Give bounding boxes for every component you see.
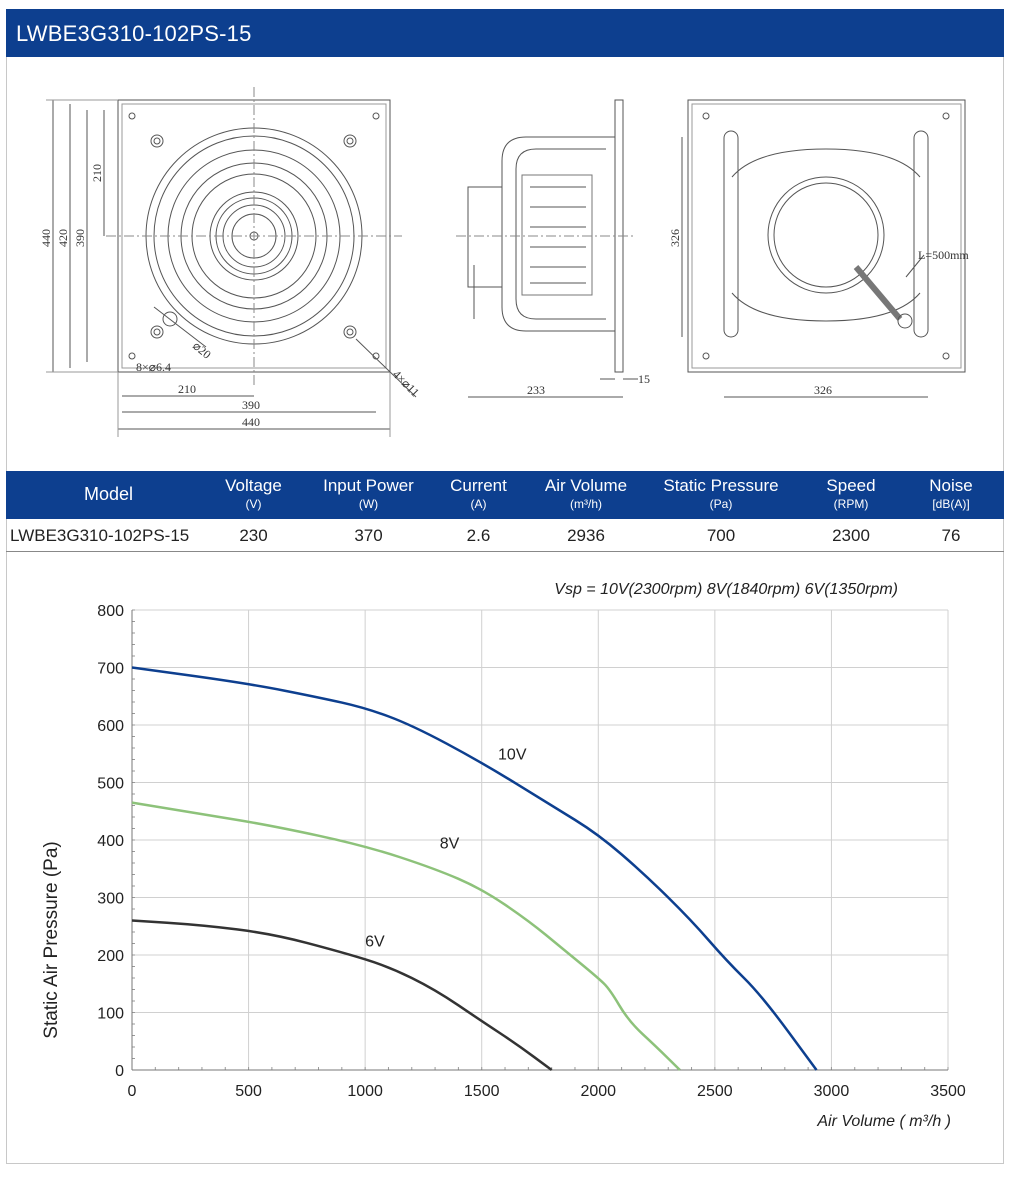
x-tick-label: 1000 bbox=[347, 1083, 383, 1100]
series-line-8V bbox=[131, 801, 681, 1071]
cell-static-pressure: 700 bbox=[706, 526, 736, 545]
col-input-power: Input Power (W) bbox=[323, 476, 414, 511]
dim-front-420-v: 420 bbox=[56, 229, 70, 247]
chart-title: Vsp = 10V(2300rpm) 8V(1840rpm) 6V(1350rp… bbox=[554, 581, 898, 598]
cell-current: 2.6 bbox=[466, 526, 491, 545]
cell-speed: 2300 bbox=[832, 526, 870, 545]
dim-side-233: 233 bbox=[527, 383, 545, 397]
model-title: LWBE3G310-102PS-15 bbox=[16, 21, 252, 46]
cell-input-power: 370 bbox=[354, 526, 383, 545]
x-tick-label: 0 bbox=[128, 1083, 137, 1100]
col-model: Model bbox=[83, 484, 134, 504]
y-tick-label: 800 bbox=[97, 603, 124, 620]
dim-front-d20: ⌀20 bbox=[190, 339, 214, 362]
series-label-10V: 10V bbox=[498, 747, 527, 764]
spec-table-header: Model Voltage (V) Input Power (W) Curren… bbox=[6, 471, 1004, 519]
col-speed: Speed (RPM) bbox=[826, 476, 876, 511]
x-tick-label: 3500 bbox=[930, 1083, 966, 1100]
dim-front-holes-8: 8×⌀6.4 bbox=[136, 360, 171, 374]
x-axis-label: Air Volume ( m³/h ) bbox=[816, 1113, 951, 1130]
cell-voltage: 230 bbox=[239, 526, 268, 545]
rear-view-drawing bbox=[681, 99, 966, 398]
dim-front-440-v: 440 bbox=[39, 229, 53, 247]
series-line-6V bbox=[131, 919, 553, 1072]
cell-model: LWBE3G310-102PS-15 bbox=[10, 526, 190, 545]
y-tick-label: 500 bbox=[97, 776, 124, 793]
series-line-10V bbox=[131, 666, 818, 1071]
col-voltage: Voltage (V) bbox=[225, 476, 282, 511]
dim-rear-326-h: 326 bbox=[814, 383, 832, 397]
col-air-volume: Air Volume (m³/h) bbox=[544, 476, 628, 511]
dim-rear-326-v: 326 bbox=[668, 229, 682, 247]
y-axis-label: Static Air Pressure (Pa) bbox=[41, 841, 62, 1038]
dim-front-390-v: 390 bbox=[73, 229, 87, 247]
y-tick-label: 700 bbox=[97, 661, 124, 678]
y-tick-label: 0 bbox=[115, 1063, 124, 1080]
title-bar: LWBE3G310-102PS-15 bbox=[6, 9, 1004, 57]
dim-front-210-h: 210 bbox=[178, 382, 196, 396]
x-tick-label: 500 bbox=[235, 1083, 262, 1100]
dim-rear-cable: L=500mm bbox=[918, 248, 969, 262]
series-label-6V: 6V bbox=[365, 933, 385, 950]
dim-front-390-h: 390 bbox=[242, 398, 260, 412]
performance-chart: Vsp = 10V(2300rpm) 8V(1840rpm) 6V(1350rp… bbox=[6, 560, 1004, 1160]
y-tick-label: 200 bbox=[97, 948, 124, 965]
x-tick-label: 3000 bbox=[814, 1083, 850, 1100]
technical-drawings: 440 420 390 210 8×⌀6.4 ⌀20 4×⌀11 210 390… bbox=[6, 57, 1004, 469]
y-tick-label: 300 bbox=[97, 891, 124, 908]
x-tick-label: 2500 bbox=[697, 1083, 733, 1100]
dim-front-440-h: 440 bbox=[242, 415, 260, 429]
dim-front-holes-4: 4×⌀11 bbox=[390, 367, 422, 399]
y-tick-label: 100 bbox=[97, 1006, 124, 1023]
col-current: Current (A) bbox=[450, 476, 507, 511]
dim-side-15: 15 bbox=[638, 372, 650, 386]
front-view-drawing bbox=[46, 87, 417, 437]
cell-noise: 76 bbox=[941, 526, 961, 545]
spec-table-row: LWBE3G310-102PS-15 230 370 2.6 2936 700 … bbox=[6, 520, 1004, 552]
series-label-8V: 8V bbox=[440, 836, 460, 853]
col-static-pressure: Static Pressure (Pa) bbox=[663, 476, 779, 511]
cell-air-volume: 2936 bbox=[567, 526, 605, 545]
col-noise: Noise [dB(A)] bbox=[929, 476, 973, 511]
x-tick-label: 1500 bbox=[464, 1083, 500, 1100]
y-tick-label: 600 bbox=[97, 718, 124, 735]
x-tick-label: 2000 bbox=[580, 1083, 616, 1100]
dim-front-210-v: 210 bbox=[90, 164, 104, 182]
side-view-drawing bbox=[456, 99, 638, 398]
y-tick-label: 400 bbox=[97, 833, 124, 850]
